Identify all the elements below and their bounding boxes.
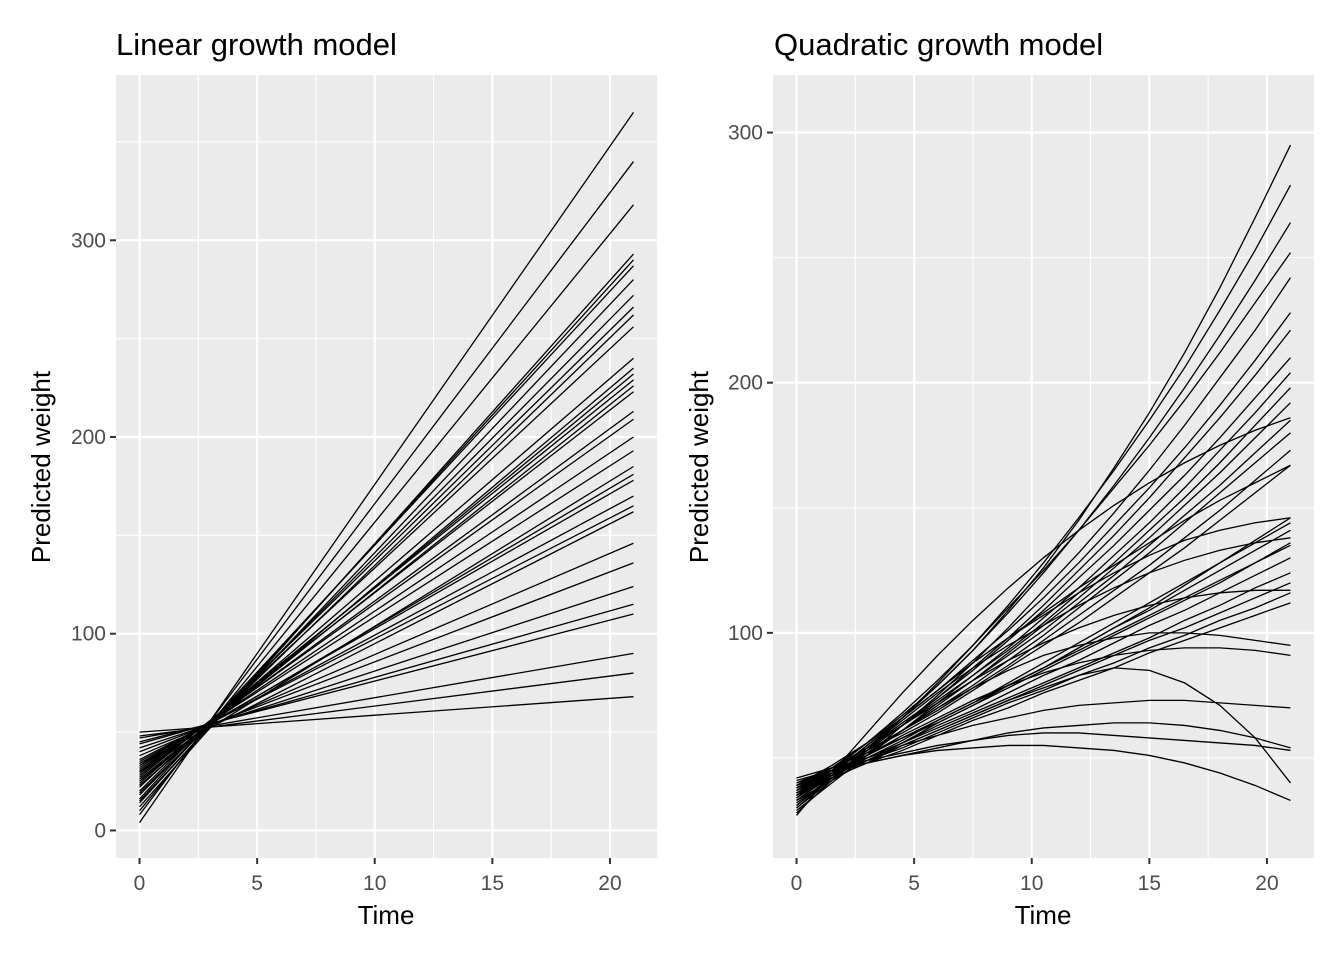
panel-title: Linear growth model (116, 27, 397, 62)
x-tick-label: 0 (791, 872, 803, 895)
series-line-21 (796, 542, 1291, 787)
x-tick-label: 0 (134, 872, 146, 895)
series-line-26 (139, 505, 634, 761)
series-line-27 (796, 602, 1291, 794)
series-line-4 (796, 252, 1292, 796)
series-line-17 (796, 464, 1291, 806)
series-line-34 (796, 667, 1291, 789)
x-tick-label: 10 (363, 872, 386, 895)
series-line-14 (796, 449, 1291, 792)
series-line-15 (796, 464, 1291, 789)
series-line-29 (796, 537, 1291, 809)
series-line-33 (796, 699, 1291, 784)
series-line-25 (796, 582, 1291, 797)
x-tick-label: 10 (1020, 872, 1043, 895)
x-tick-label: 15 (1138, 872, 1161, 895)
series-line-35 (796, 732, 1291, 779)
y-tick-label: 100 (728, 622, 763, 645)
series-line-37 (796, 744, 1291, 802)
series-line-12 (796, 419, 1291, 787)
series-line-35 (139, 696, 634, 733)
series-line-33 (139, 652, 634, 739)
y-tick-label: 300 (71, 229, 106, 252)
series-line-16 (796, 417, 1291, 816)
series-line-22 (796, 544, 1291, 802)
series-line-31 (796, 632, 1291, 801)
series-line-24 (139, 479, 634, 765)
series-line-32 (139, 613, 634, 743)
series-lines (138, 112, 635, 823)
x-tick-label: 20 (598, 872, 621, 895)
gridlines (773, 75, 1314, 858)
y-tick-label: 300 (728, 122, 763, 145)
series-line-19 (796, 522, 1291, 797)
x-tick-label: 5 (251, 872, 263, 895)
quadratic-growth-panel: Quadratic growth model 0 5 10 15 20 100 200 300… (684, 27, 1314, 930)
x-axis-title: Time (358, 900, 415, 930)
panel-title: Quadratic growth model (774, 27, 1103, 62)
axis-ticks: 0 5 10 15 20 100 200 300 (728, 122, 1279, 895)
series-line-19 (139, 418, 634, 772)
series-line-6 (796, 312, 1292, 792)
plot-background (773, 75, 1314, 858)
x-tick-label: 15 (481, 872, 504, 895)
series-line-2 (139, 161, 634, 816)
x-tick-label: 20 (1255, 872, 1278, 895)
series-line-30 (796, 589, 1291, 806)
y-axis-title: Predicted weight (26, 370, 56, 563)
series-line-24 (796, 572, 1291, 789)
y-tick-label: 200 (71, 426, 106, 449)
y-tick-label: 0 (94, 819, 106, 842)
y-tick-label: 200 (728, 372, 763, 395)
series-line-34 (139, 672, 634, 737)
series-lines (796, 144, 1292, 816)
gridlines (116, 75, 657, 858)
series-line-1 (138, 112, 635, 823)
series-line-17 (139, 391, 634, 776)
series-line-9 (796, 372, 1291, 804)
series-line-21 (139, 450, 634, 769)
series-line-28 (796, 517, 1291, 814)
x-tick-label: 5 (908, 872, 920, 895)
x-axis-title: Time (1015, 900, 1072, 930)
series-line-32 (796, 647, 1291, 797)
series-line-8 (796, 357, 1291, 794)
series-line-26 (796, 592, 1291, 792)
y-axis-title: Predicted weight (684, 370, 714, 563)
y-tick-label: 100 (71, 623, 106, 646)
